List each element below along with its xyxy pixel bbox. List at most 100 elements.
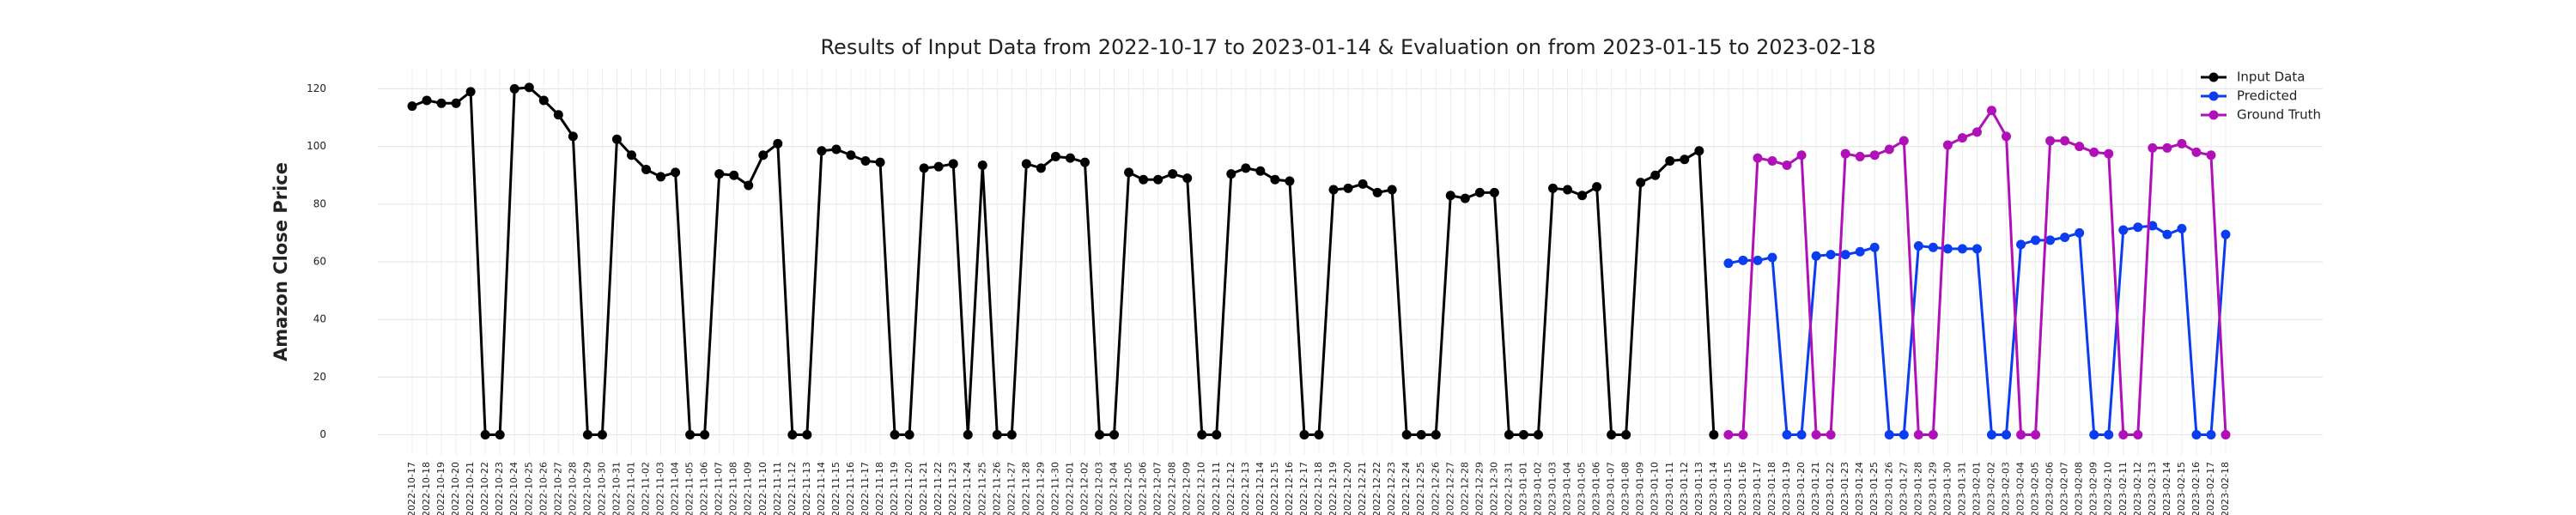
data-point: [451, 98, 461, 108]
data-point: [1270, 174, 1280, 185]
x-tick-label: 2022-10-25: [523, 462, 534, 515]
x-tick-label: 2022-12-01: [1064, 462, 1075, 515]
x-tick-label: 2022-12-06: [1138, 462, 1149, 515]
data-point: [846, 150, 856, 161]
x-tick-label: 2022-12-13: [1240, 462, 1251, 515]
data-point: [407, 101, 417, 112]
x-tick-label: 2022-12-17: [1298, 462, 1309, 515]
data-point: [1680, 154, 1690, 165]
data-point: [1445, 191, 1455, 201]
x-tick-label: 2023-01-02: [1532, 462, 1543, 515]
x-tick-label: 2022-12-29: [1473, 462, 1485, 515]
x-tick-label: 2022-12-23: [1386, 462, 1397, 515]
x-tick-label: 2023-02-11: [2117, 462, 2129, 515]
data-point: [553, 110, 563, 120]
x-tick-label: 2022-10-21: [465, 462, 476, 515]
x-tick-label: 2023-01-17: [1752, 462, 1763, 515]
x-tick-label: 2022-12-22: [1371, 462, 1382, 515]
legend-label: Ground Truth: [2237, 107, 2321, 123]
x-tick-label: 2022-12-11: [1211, 462, 1222, 515]
data-point: [1474, 187, 1485, 197]
data-point: [1431, 429, 1441, 439]
x-tick-label: 2022-11-15: [830, 462, 841, 515]
data-point: [2118, 429, 2129, 439]
x-tick-label: 2022-10-30: [596, 462, 607, 515]
data-point: [524, 82, 534, 93]
data-point: [2162, 229, 2172, 239]
data-point: [992, 429, 1002, 439]
y-tick-label: 0: [319, 428, 326, 440]
data-point: [1197, 429, 1207, 439]
data-point: [919, 163, 929, 173]
x-tick-label: 2023-01-08: [1620, 462, 1631, 515]
x-tick-label: 2023-02-09: [2088, 462, 2099, 515]
x-tick-label: 2023-02-08: [2074, 462, 2085, 515]
data-point: [1942, 140, 1953, 150]
x-tick-label: 2023-02-17: [2205, 462, 2216, 515]
data-point: [1782, 429, 1792, 439]
data-point: [2162, 142, 2172, 153]
data-point: [1855, 151, 1865, 161]
x-tick-label: 2023-01-15: [1722, 462, 1734, 515]
x-tick-label: 2023-01-22: [1825, 462, 1836, 515]
data-point: [2089, 147, 2099, 157]
data-point: [1607, 429, 1617, 439]
x-tick-label: 2023-01-31: [1956, 462, 1967, 515]
data-point: [1460, 193, 1470, 203]
legend-label: Input Data: [2237, 70, 2305, 85]
legend-label: Predicted: [2237, 88, 2297, 104]
legend-marker: [2208, 91, 2219, 101]
y-tick-label: 20: [313, 371, 326, 383]
data-point: [904, 429, 914, 439]
y-tick-label: 60: [313, 256, 326, 268]
x-tick-label: 2022-12-30: [1488, 462, 1499, 515]
data-point: [1212, 429, 1222, 439]
data-point: [1738, 255, 1748, 265]
x-tick-label: 2022-11-10: [757, 462, 769, 515]
data-point: [2045, 235, 2056, 245]
data-point: [1328, 185, 1339, 195]
x-tick-label: 2022-11-14: [816, 462, 827, 515]
x-tick-label: 2022-12-18: [1313, 462, 1324, 515]
data-point: [2075, 142, 2085, 152]
data-point: [1811, 251, 1821, 261]
legend-marker: [2208, 110, 2219, 120]
data-point: [1738, 429, 1748, 439]
x-tick-label: 2022-11-30: [1049, 462, 1060, 515]
data-point: [963, 429, 973, 439]
x-tick-label: 2022-12-14: [1255, 462, 1266, 515]
x-tick-label: 2023-01-16: [1737, 462, 1748, 515]
data-point: [1168, 169, 1178, 179]
data-point: [1387, 185, 1397, 195]
data-point: [1006, 429, 1017, 439]
data-point: [597, 429, 607, 439]
data-point: [1548, 183, 1558, 193]
x-tick-label: 2023-01-24: [1854, 462, 1865, 515]
x-tick-label: 2023-01-20: [1795, 462, 1807, 515]
data-point: [729, 170, 739, 180]
data-point: [1709, 429, 1719, 439]
x-tick-label: 2022-11-02: [641, 462, 652, 515]
data-point: [1401, 429, 1412, 439]
x-tick-label: 2023-01-13: [1693, 462, 1704, 515]
data-point: [2104, 429, 2114, 439]
x-tick-label: 2022-11-20: [903, 462, 914, 515]
x-tick-label: 2022-12-04: [1109, 462, 1120, 515]
data-point: [465, 87, 476, 97]
x-tick-label: 2022-11-04: [670, 462, 681, 515]
data-point: [1767, 252, 1777, 263]
data-point: [1153, 174, 1163, 185]
x-tick-label: 2022-11-06: [699, 462, 710, 515]
x-tick-label: 2023-01-14: [1708, 462, 1719, 515]
data-point: [611, 134, 622, 144]
data-point: [1050, 151, 1060, 161]
x-tick-label: 2022-10-29: [581, 462, 592, 515]
data-point: [1826, 429, 1836, 439]
x-tick-label: 2023-01-19: [1781, 462, 1792, 515]
x-tick-label: 2022-11-28: [1020, 462, 1031, 515]
data-point: [2002, 429, 2012, 439]
x-tick-label: 2022-11-21: [918, 462, 929, 515]
x-tick-label: 2023-02-12: [2132, 462, 2143, 515]
x-tick-label: 2022-10-23: [494, 462, 505, 515]
